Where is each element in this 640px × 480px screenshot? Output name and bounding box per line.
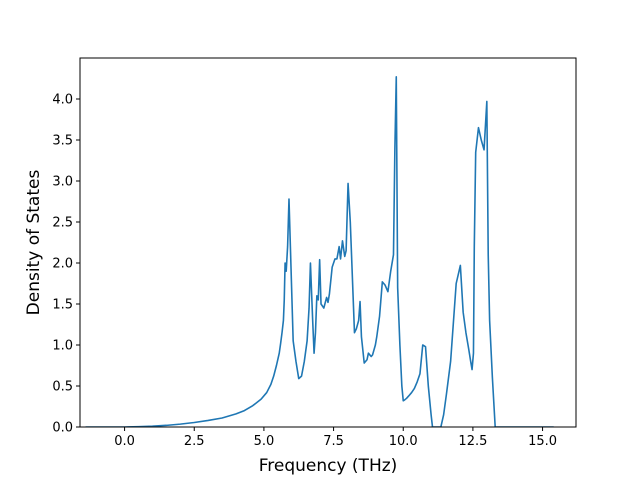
y-tick-label: 1.0 bbox=[52, 339, 73, 354]
x-tick-label: 5.0 bbox=[254, 434, 275, 449]
y-tick-label: 4.0 bbox=[52, 93, 73, 108]
y-axis-label: Density of States bbox=[24, 170, 44, 316]
axes-frame bbox=[79, 57, 577, 428]
y-tick-label: 2.0 bbox=[52, 257, 73, 272]
y-tick-label: 3.0 bbox=[52, 175, 73, 190]
x-tick-label: 2.5 bbox=[184, 434, 205, 449]
x-axis-ticks: 0.0 2.5 5.0 7.5 10.0 12.5 15.0 bbox=[114, 427, 557, 449]
dos-series-line-0 bbox=[85, 76, 554, 427]
plot-area bbox=[85, 76, 554, 427]
x-tick-label: 10.0 bbox=[389, 434, 418, 449]
x-tick-label: 0.0 bbox=[114, 434, 135, 449]
y-tick-label: 2.5 bbox=[52, 216, 73, 231]
y-tick-label: 3.5 bbox=[52, 134, 73, 149]
x-tick-label: 12.5 bbox=[458, 434, 487, 449]
y-tick-label: 0.0 bbox=[52, 421, 73, 436]
x-axis-label: Frequency (THz) bbox=[259, 456, 398, 476]
y-tick-label: 1.5 bbox=[52, 298, 73, 313]
x-tick-label: 7.5 bbox=[323, 434, 344, 449]
y-axis-ticks: 0.0 0.5 1.0 1.5 2.0 2.5 3.0 3.5 4.0 bbox=[52, 93, 80, 436]
x-tick-label: 15.0 bbox=[528, 434, 557, 449]
y-tick-label: 0.5 bbox=[52, 380, 73, 395]
